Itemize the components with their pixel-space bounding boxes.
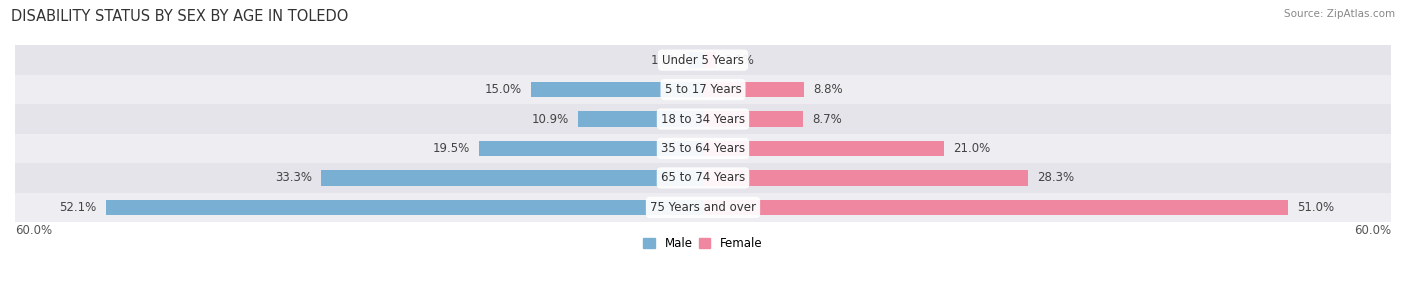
Text: 60.0%: 60.0% [1354,224,1391,237]
Bar [15,104,1391,134]
Text: 15.0%: 15.0% [485,83,522,96]
Text: 1.1%: 1.1% [724,54,755,67]
Text: 65 to 74 Years: 65 to 74 Years [661,171,745,185]
Text: Under 5 Years: Under 5 Years [662,54,744,67]
Bar [15,45,1391,75]
Bar [703,141,943,156]
Text: 51.0%: 51.0% [1296,201,1334,214]
Bar [15,75,1391,104]
Text: 75 Years and over: 75 Years and over [650,201,756,214]
Bar [531,82,703,97]
Text: 19.5%: 19.5% [433,142,470,155]
Text: 18 to 34 Years: 18 to 34 Years [661,112,745,126]
Text: 60.0%: 60.0% [15,224,52,237]
Bar [15,134,1391,163]
Bar [479,141,703,156]
Bar [703,200,1288,215]
Bar [703,170,1028,186]
Bar [105,200,703,215]
Text: 21.0%: 21.0% [953,142,990,155]
Text: 5 to 17 Years: 5 to 17 Years [665,83,741,96]
Text: DISABILITY STATUS BY SEX BY AGE IN TOLEDO: DISABILITY STATUS BY SEX BY AGE IN TOLED… [11,9,349,24]
Bar [578,111,703,127]
Bar [703,82,804,97]
Text: 33.3%: 33.3% [276,171,312,185]
Text: Source: ZipAtlas.com: Source: ZipAtlas.com [1284,9,1395,19]
Text: 10.9%: 10.9% [531,112,569,126]
Bar [703,111,803,127]
Bar [703,53,716,68]
Text: 8.7%: 8.7% [811,112,842,126]
Bar [15,193,1391,222]
Text: 35 to 64 Years: 35 to 64 Years [661,142,745,155]
Text: 52.1%: 52.1% [59,201,97,214]
Legend: Male, Female: Male, Female [638,233,768,255]
Bar [15,163,1391,193]
Text: 8.8%: 8.8% [813,83,842,96]
Text: 1.2%: 1.2% [650,54,681,67]
Text: 28.3%: 28.3% [1036,171,1074,185]
Bar [689,53,703,68]
Bar [321,170,703,186]
